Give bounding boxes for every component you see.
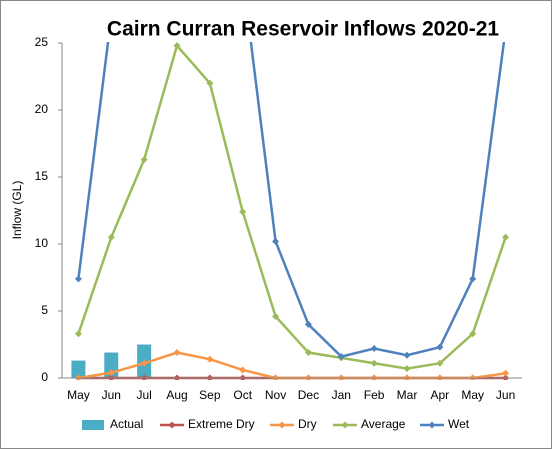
marker — [304, 349, 312, 357]
marker — [337, 374, 345, 380]
marker — [206, 79, 214, 87]
marker — [206, 374, 214, 380]
marker — [107, 369, 115, 377]
marker — [74, 275, 82, 283]
marker — [272, 374, 280, 380]
marker — [272, 312, 280, 320]
legend-label: Wet — [448, 417, 470, 431]
marker — [304, 374, 312, 380]
marker — [502, 369, 510, 377]
chart-title: Cairn Curran Reservoir Inflows 2020-21 — [107, 18, 499, 41]
marker — [469, 374, 477, 380]
x-tick-label: Aug — [166, 388, 187, 402]
marker — [74, 374, 82, 380]
legend-marker — [168, 421, 176, 429]
marker — [370, 359, 378, 367]
legend-marker — [278, 421, 286, 429]
legend-label: Dry — [298, 417, 317, 431]
marker — [239, 374, 247, 380]
marker — [140, 374, 148, 380]
legend-swatch — [82, 420, 104, 430]
marker — [469, 330, 477, 338]
marker — [239, 208, 247, 216]
marker — [173, 374, 181, 380]
marker — [370, 345, 378, 353]
y-tick-label: 5 — [41, 303, 48, 317]
line — [77, 43, 507, 370]
marker — [107, 374, 115, 380]
marker — [140, 156, 148, 164]
bar — [71, 360, 86, 378]
y-axis-label: Inflow (GL) — [10, 181, 24, 240]
marker — [173, 42, 181, 50]
marker — [502, 374, 510, 380]
x-tick-label: Nov — [265, 388, 286, 402]
marker — [107, 233, 115, 241]
marker — [74, 330, 82, 338]
x-tick-label: May — [461, 388, 484, 402]
y-tick-label: 25 — [35, 35, 49, 49]
marker — [304, 320, 312, 328]
marker — [370, 374, 378, 380]
x-tick-label: Jun — [102, 388, 121, 402]
x-tick-label: Jun — [496, 388, 515, 402]
legend-marker — [341, 421, 349, 429]
marker — [436, 359, 444, 367]
marker — [436, 374, 444, 380]
line — [77, 42, 506, 358]
x-tick-label: Oct — [233, 388, 252, 402]
x-tick-label: Dec — [298, 388, 319, 402]
x-tick-label: Apr — [431, 388, 450, 402]
x-tick-label: Jul — [136, 388, 151, 402]
x-tick-label: May — [67, 388, 90, 402]
y-tick-label: 20 — [35, 102, 49, 116]
marker — [337, 353, 345, 361]
y-tick-label: 10 — [35, 236, 49, 250]
y-tick-label: 15 — [35, 169, 49, 183]
marker — [272, 237, 280, 245]
marker — [403, 374, 411, 380]
x-tick-label: Mar — [397, 388, 418, 402]
marker — [502, 233, 510, 241]
x-tick-label: Feb — [364, 388, 385, 402]
marker — [173, 349, 181, 357]
marker — [206, 355, 214, 363]
marker — [140, 359, 148, 367]
marker — [239, 366, 247, 374]
marker — [436, 343, 444, 351]
x-tick-label: Sep — [199, 388, 221, 402]
x-tick-label: Jan — [332, 388, 351, 402]
legend-marker — [428, 421, 436, 429]
legend-label: Actual — [110, 417, 143, 431]
legend-label: Average — [361, 417, 406, 431]
marker — [403, 351, 411, 359]
marker — [469, 275, 477, 283]
legend-label: Extreme Dry — [188, 417, 255, 431]
marker — [403, 365, 411, 373]
y-tick-label: 0 — [41, 370, 48, 384]
